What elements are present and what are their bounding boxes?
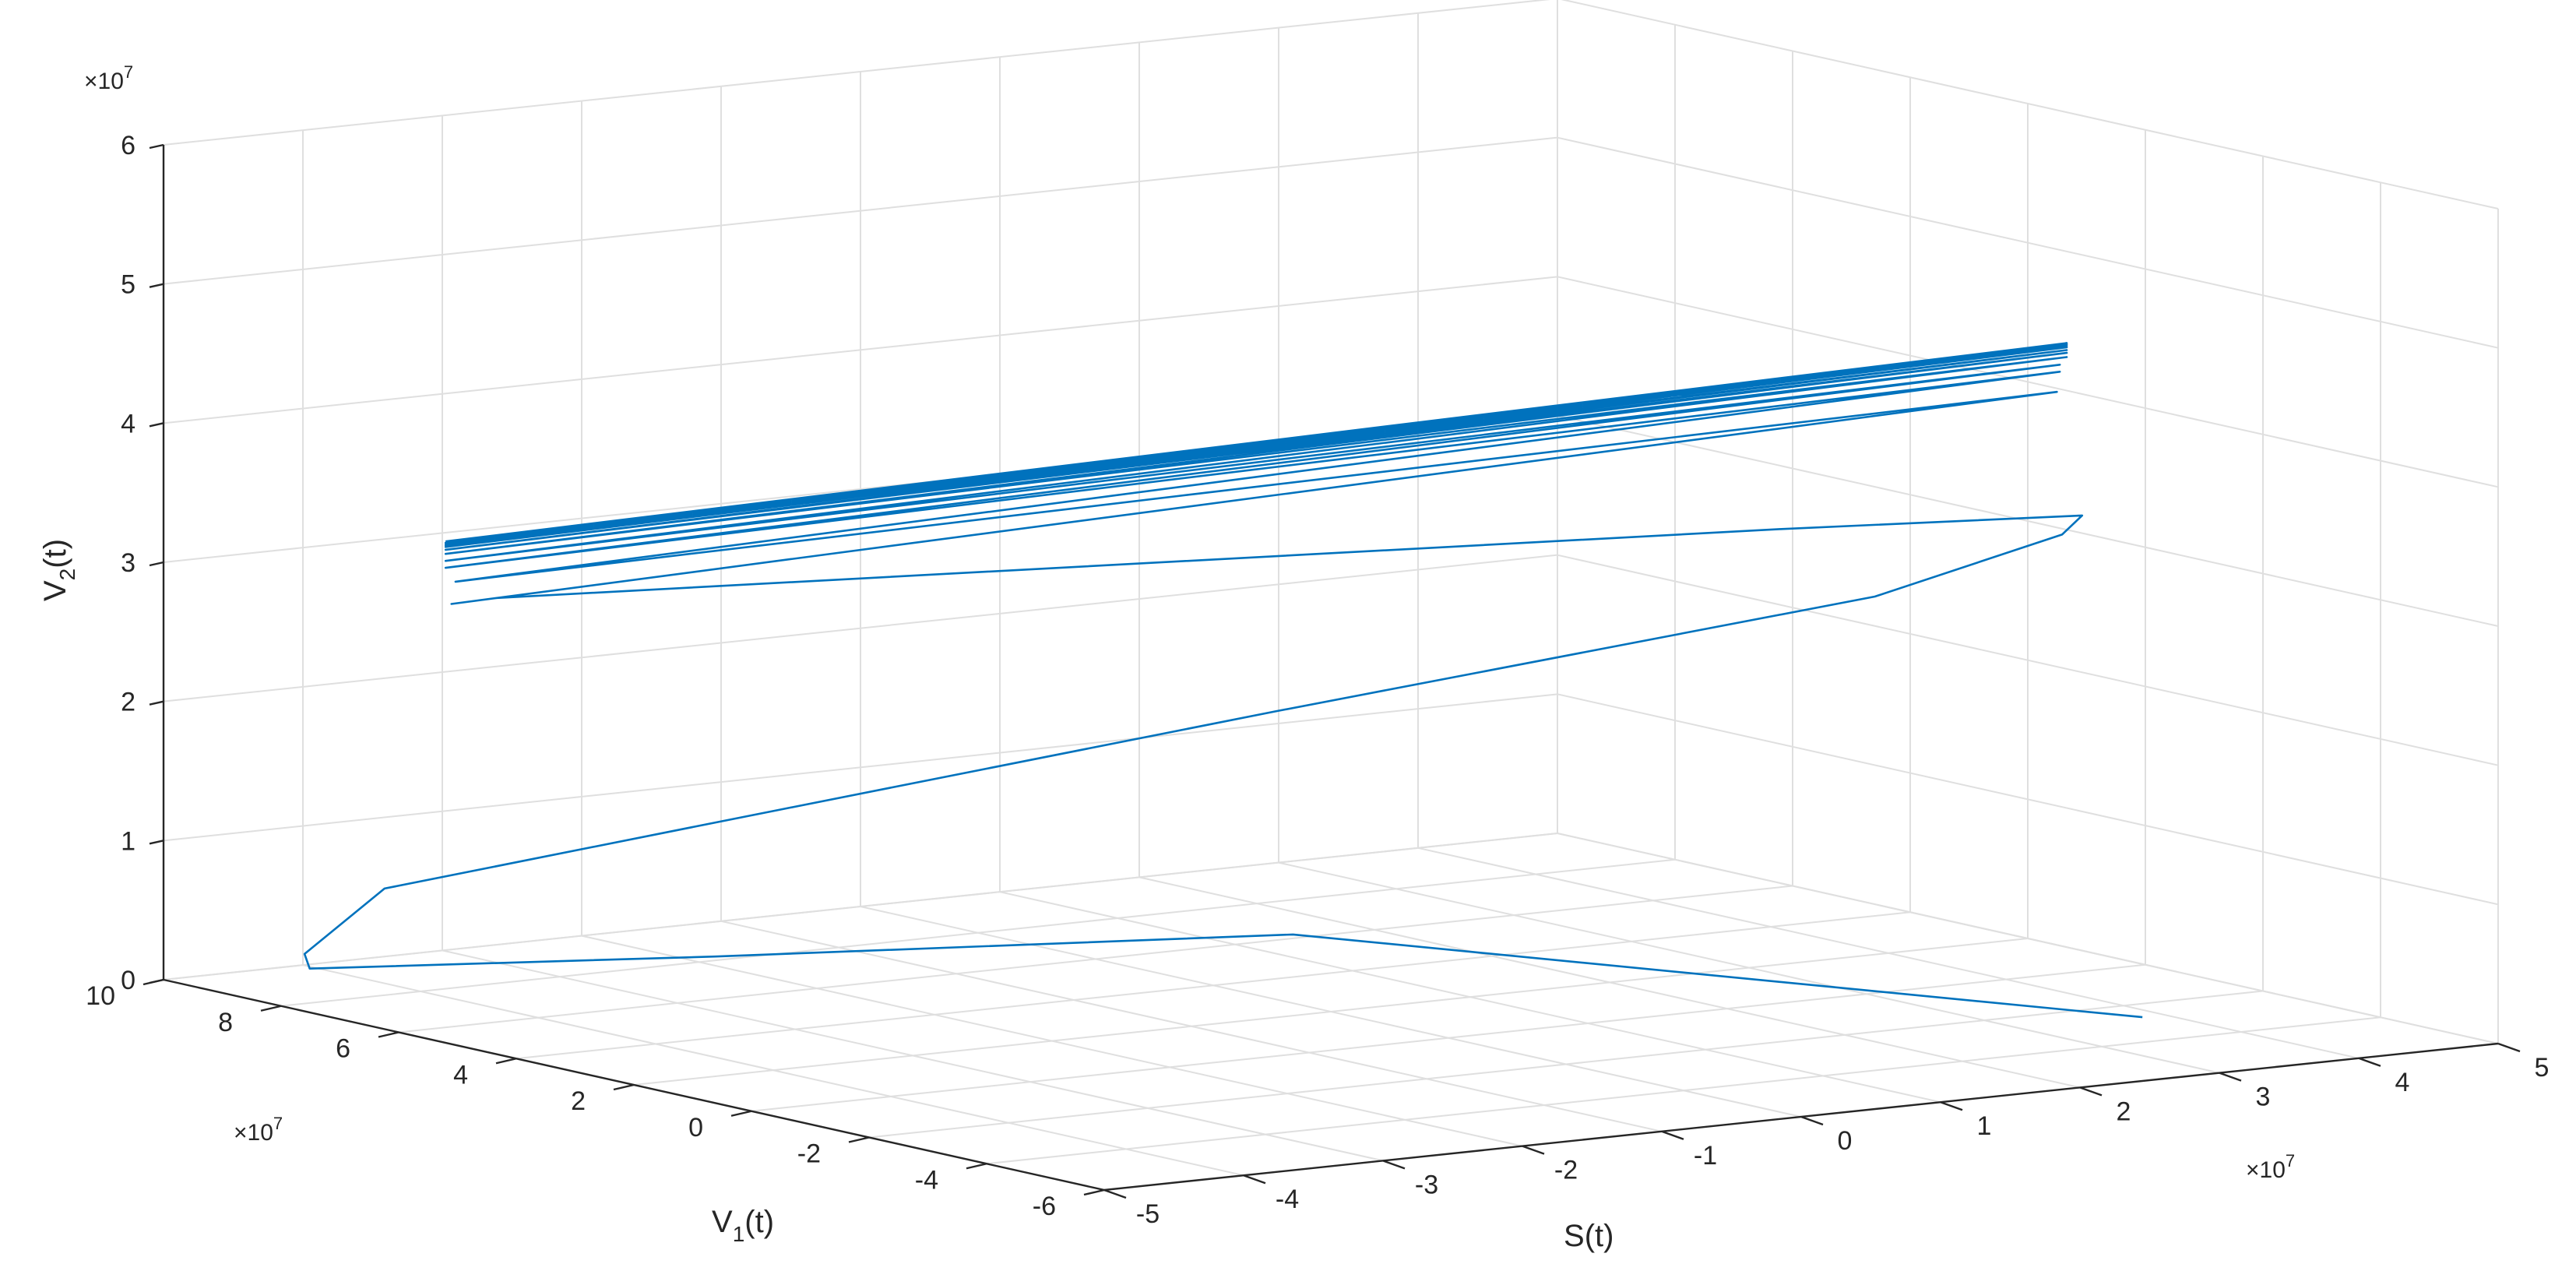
floor-gridline-v1 [516,911,1911,1060]
x-tick-label: 2 [2117,1097,2131,1126]
y-tick-mark [143,978,164,986]
y-tick-mark [260,1005,282,1012]
x-tick-label: -4 [1276,1185,1299,1214]
x-tick-label: 1 [1977,1111,1992,1141]
y-tick-mark [495,1058,517,1065]
y-tick-label: 10 [86,981,115,1011]
tick-label-layer: 0 1 2 3 4 5 6 -6 -4 -2 0 2 4 6 8 10 -5 -4 -3 -2 -1 0 1 2 3 4 5 [86,131,2549,1229]
y-tick-label: 4 [453,1060,468,1090]
x-tick-label: 3 [2256,1083,2271,1112]
wall-gridline-v2 [1557,276,2499,488]
y-tick-label: 2 [571,1086,586,1116]
wall-gridline-v2 [1557,693,2499,906]
y-tick-label: 6 [336,1034,350,1064]
data-layer [303,342,2143,1019]
axis-layer [143,143,2521,1199]
y-tick-mark [966,1163,987,1170]
x-tick-label: -2 [1554,1156,1578,1185]
x-tick-mark [1661,1130,1684,1140]
wall-gridline-v2 [163,276,1558,424]
x-tick-mark [1103,1188,1127,1199]
x-tick-mark [1382,1160,1406,1170]
y-tick-mark [613,1083,635,1091]
x-tick-mark [1800,1115,1824,1126]
floor-gridline-v1 [633,938,2029,1086]
y-axis-exponent: ×107 [234,1114,283,1146]
x-tick-label: 5 [2535,1053,2550,1083]
x-tick-label: -1 [1694,1141,1717,1171]
y-tick-label: -4 [915,1165,938,1195]
wall-gridline-v2 [163,693,1558,842]
floor-gridline-v1 [398,885,1793,1033]
y-tick-mark [848,1136,870,1143]
y-tick-label: -6 [1033,1192,1056,1221]
wall-gridline-v2 [1561,0,2499,209]
x-axis-exponent: ×107 [2246,1151,2295,1183]
y-tick-mark [378,1031,399,1038]
z-tick-mark [149,283,164,288]
floor-gridline-v1 [280,858,1676,1007]
z-tick-mark [149,561,164,567]
floor-gridline-v1 [868,990,2264,1139]
x-tick-mark [1243,1174,1266,1185]
x-tick-mark [2219,1072,2242,1082]
x-tick-mark [2079,1086,2103,1097]
y-tick-label: 8 [218,1008,233,1037]
x-tick-label: 0 [1838,1126,1853,1156]
x-tick-label: -5 [1136,1199,1160,1229]
y-axis-label: V1(t) [712,1205,774,1246]
floor-gridline-v1 [751,963,2146,1112]
z-axis-label: V2(t) [38,539,79,601]
wall-gridline-v2 [163,554,1558,702]
x-axis-label: S(t) [1564,1219,1614,1253]
x-tick-label: -3 [1415,1170,1438,1199]
wall-gridline-v2 [1557,136,2499,349]
z-tick-label: 0 [121,966,135,995]
x-tick-mark [1522,1145,1545,1155]
trajectory-line [303,342,2143,1019]
y-tick-label: -2 [797,1139,821,1169]
y-tick-mark [1083,1188,1105,1196]
y-tick-mark [730,1110,752,1117]
wall-gridline-v2 [1557,415,2499,627]
z-tick-label: 5 [121,270,135,300]
z-tick-mark [149,422,164,428]
wall-gridline-v2 [1557,554,2499,766]
z-axis-exponent: ×107 [84,62,133,94]
x-tick-label: 4 [2395,1068,2410,1097]
x-tick-mark [2497,1042,2521,1053]
z-tick-mark [149,143,164,150]
z-tick-label: 1 [121,826,135,856]
wall-gridline-v2 [163,833,1558,981]
z-tick-label: 4 [121,409,135,438]
wall-gridline-v2 [163,136,1558,285]
z-tick-mark [149,840,164,845]
x-tick-mark [2358,1057,2381,1067]
x-tick-mark [1940,1101,1963,1111]
z-tick-label: 2 [121,688,135,717]
z-tick-label: 6 [121,131,135,160]
y-tick-label: 0 [688,1113,703,1142]
wall-gridline-v2 [163,0,1550,146]
floor-gridline-v1 [986,1016,2381,1165]
wall-gridline-v2 [1557,833,2499,1044]
z-tick-label: 3 [121,548,135,578]
z-tick-mark [149,700,164,706]
